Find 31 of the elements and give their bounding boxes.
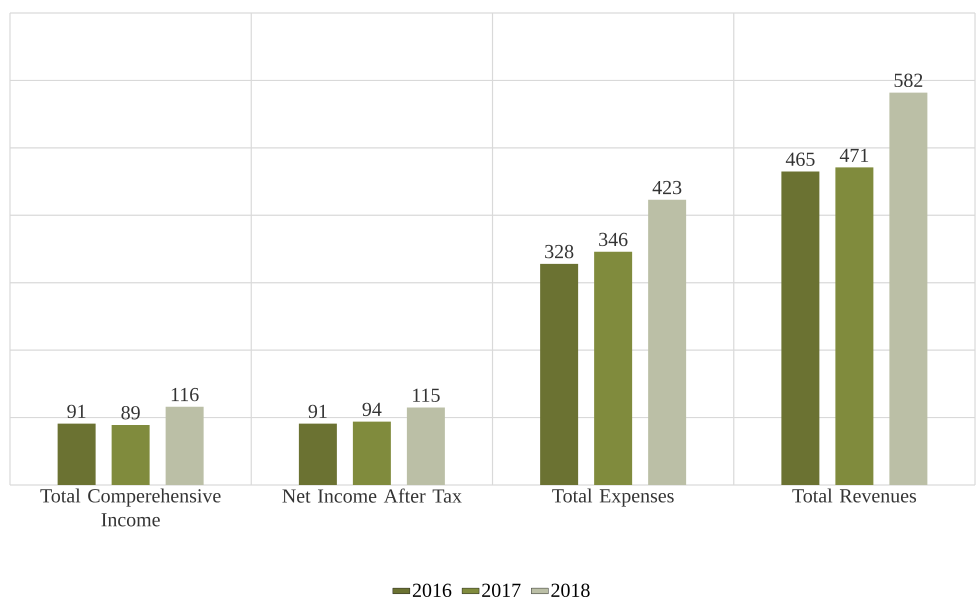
data-label: 423 xyxy=(652,180,682,194)
x-tick-label: Total Expenses xyxy=(552,488,674,507)
data-label: 89 xyxy=(121,406,140,420)
bar xyxy=(112,424,150,485)
bar xyxy=(58,424,96,485)
legend-label: 2017 xyxy=(482,584,521,598)
data-label: 346 xyxy=(599,232,628,246)
data-label: 582 xyxy=(894,74,922,88)
x-tick-label: Total Revenues xyxy=(792,488,916,503)
bar xyxy=(781,171,820,485)
bar xyxy=(540,264,578,485)
bar xyxy=(594,252,632,485)
bar xyxy=(835,167,874,485)
data-label: 94 xyxy=(362,402,382,416)
bar xyxy=(889,92,928,485)
x-tick-label: Net Income After Tax xyxy=(282,488,462,503)
data-label: 328 xyxy=(545,244,574,258)
bar xyxy=(166,406,204,485)
legend-label: 2018 xyxy=(551,584,590,598)
legend-label: 2016 xyxy=(412,584,452,598)
bar xyxy=(406,407,445,485)
bar xyxy=(352,422,391,485)
data-label: 91 xyxy=(308,404,327,418)
data-label: 471 xyxy=(840,148,868,162)
data-label: 115 xyxy=(413,388,440,402)
x-tick-label: Total Comperehensive Income xyxy=(40,488,221,526)
bar xyxy=(298,424,337,485)
data-label: 116 xyxy=(172,388,199,402)
bar xyxy=(648,200,686,485)
data-label: 91 xyxy=(67,404,86,418)
data-label: 465 xyxy=(786,152,815,166)
